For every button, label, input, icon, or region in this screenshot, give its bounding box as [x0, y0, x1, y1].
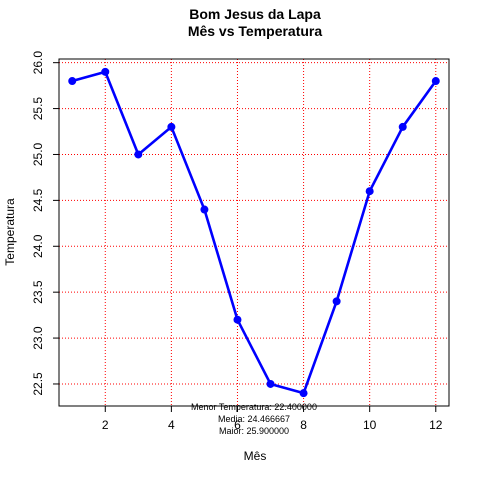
data-point [101, 67, 110, 76]
data-point [68, 77, 77, 86]
y-axis-label: Temperatura [3, 198, 17, 266]
annotation-text: Maior: 25.900000 [219, 426, 289, 436]
data-point [431, 77, 440, 86]
x-tick-label: 6 [234, 418, 241, 432]
annotations: Menor Temperatura: 22.400000 Media: 24.46… [191, 402, 317, 436]
chart-title: Bom Jesus da Lapa [189, 6, 321, 22]
grid-lines [59, 59, 449, 406]
x-tick-label: 12 [429, 418, 443, 432]
data-point [365, 187, 374, 196]
series-line [71, 70, 437, 395]
chart-subtitle: Mês vs Temperatura [188, 23, 323, 39]
y-tick-label: 22.5 [31, 372, 45, 396]
y-tick-label: 23.0 [31, 326, 45, 350]
x-tick-label: 8 [300, 418, 307, 432]
series-layer [68, 67, 440, 398]
data-point [134, 150, 143, 159]
y-axis: 22.5 23.0 23.5 24.0 24.5 25.0 25.5 26.0 [31, 51, 59, 396]
data-point [200, 205, 209, 214]
annotation-text: Media: 24.466667 [218, 414, 290, 424]
data-point [398, 122, 407, 131]
data-point [332, 297, 341, 306]
annotation-text: Menor Temperatura: 22.400000 [191, 402, 317, 412]
y-tick-label: 24.5 [31, 188, 45, 212]
y-tick-label: 25.5 [31, 97, 45, 121]
y-tick-label: 26.0 [31, 51, 45, 75]
data-point [167, 122, 176, 131]
data-point [299, 389, 308, 398]
data-point [266, 379, 275, 388]
x-tick-label: 10 [363, 418, 377, 432]
data-point [233, 315, 242, 324]
y-tick-label: 25.0 [31, 142, 45, 166]
plot-area-border [58, 58, 450, 407]
x-axis: 2 4 6 8 10 12 [102, 406, 443, 432]
x-axis-label: Mês [244, 449, 267, 463]
x-tick-label: 4 [168, 418, 175, 432]
x-tick-label: 2 [102, 418, 109, 432]
y-tick-label: 23.5 [31, 280, 45, 304]
y-tick-label: 24.0 [31, 234, 45, 258]
